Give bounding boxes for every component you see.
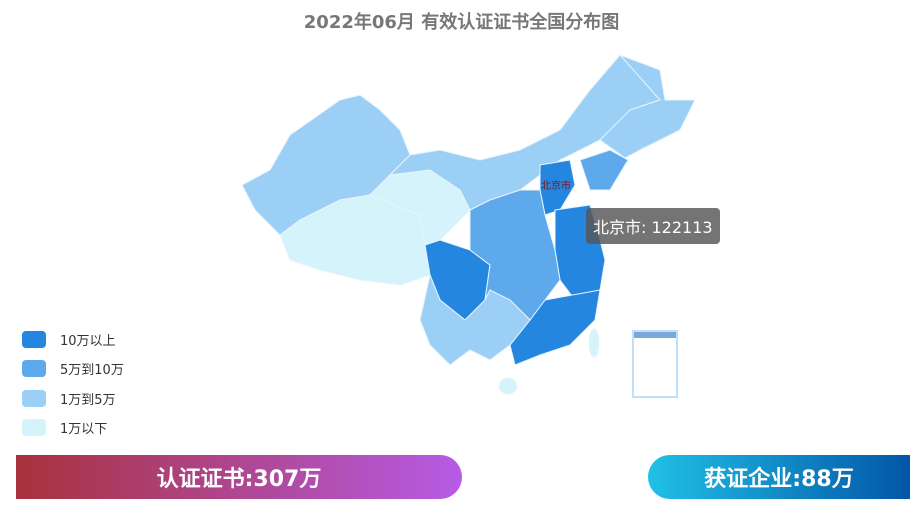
region-northeast[interactable] <box>599 54 696 159</box>
legend-swatch <box>22 419 46 436</box>
legend-item[interactable]: 1万到5万 <box>22 389 116 408</box>
legend-swatch <box>22 331 46 348</box>
map-title: 2022年06月 有效认证证书全国分布图 <box>303 12 620 33</box>
legend-swatch <box>22 360 46 377</box>
region-liaoning[interactable] <box>579 149 629 191</box>
legend-label: 5万到10万 <box>60 363 124 378</box>
enterprises-stat: 获证企业:88万 <box>648 455 910 499</box>
legend-item[interactable]: 1万以下 <box>22 418 107 437</box>
region-taiwan[interactable] <box>588 328 600 358</box>
south-sea-inset-header <box>634 332 676 338</box>
legend-item[interactable]: 10万以上 <box>22 330 116 349</box>
map-tooltip: 北京市: 122113 <box>586 208 720 244</box>
legend-label: 10万以上 <box>60 334 116 349</box>
south-sea-inset <box>632 330 678 398</box>
legend-label: 1万到5万 <box>60 393 116 408</box>
legend-swatch <box>22 390 46 407</box>
legend-item[interactable]: 5万到10万 <box>22 359 124 378</box>
region-southwest[interactable] <box>419 273 531 366</box>
certificates-stat: 认证证书:307万 <box>16 455 462 499</box>
beijing-label: 北京市 <box>541 181 571 192</box>
region-hainan[interactable] <box>498 377 518 395</box>
region-central[interactable] <box>469 189 561 321</box>
legend-label: 1万以下 <box>60 422 108 437</box>
